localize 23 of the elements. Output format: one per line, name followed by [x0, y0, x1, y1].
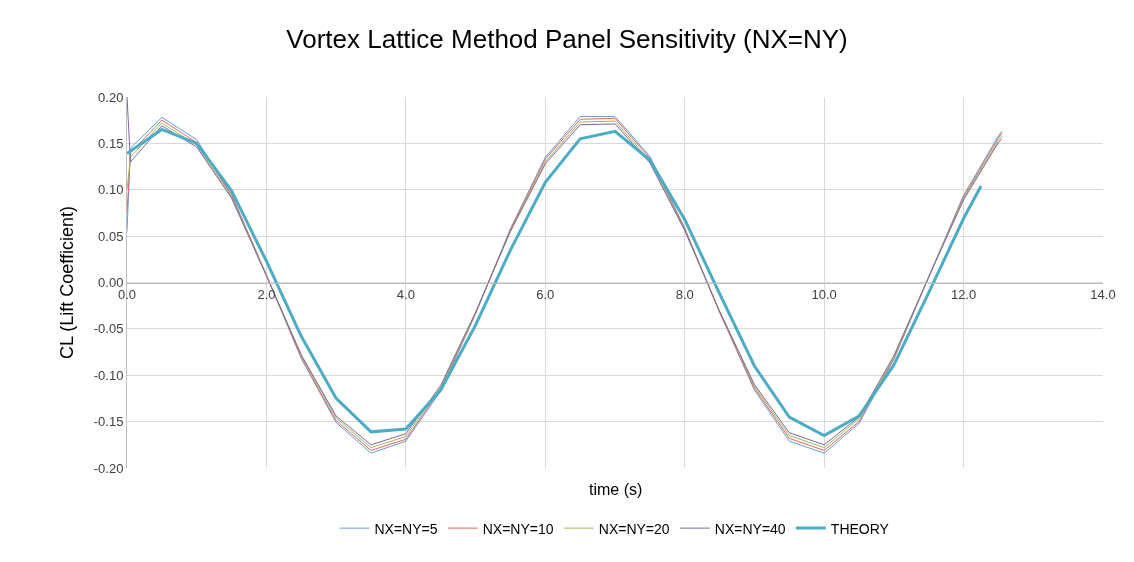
legend-label: NX=NY=20	[598, 520, 670, 537]
x-tick-label: 6.0	[536, 287, 555, 303]
y-axis-title: CL (Lift Coefficient)	[56, 205, 77, 360]
x-tick-label: 8.0	[675, 287, 694, 303]
y-tick-label: 0.20	[98, 89, 124, 105]
y-tick-label: -0.20	[93, 460, 124, 476]
x-tick-label: 14.0	[1090, 287, 1116, 303]
x-axis-title: time (s)	[589, 481, 643, 498]
legend-label: NX=NY=10	[482, 520, 554, 537]
y-tick-label: -0.15	[93, 414, 124, 430]
legend-label: NX=NY=40	[714, 520, 786, 537]
x-tick-label: 4.0	[396, 287, 415, 303]
chart-title: Vortex Lattice Method Panel Sensitivity (NX=NY)	[286, 24, 848, 55]
y-tick-label: 0.05	[98, 228, 124, 244]
y-tick-label: 0.10	[98, 182, 124, 198]
x-tick-label: 2.0	[257, 287, 276, 303]
legend-label: NX=NY=5	[374, 520, 438, 537]
x-tick-label: 12.0	[950, 287, 977, 303]
x-tick-label: 10.0	[811, 287, 837, 303]
y-tick-label: -0.10	[93, 367, 124, 383]
y-tick-label: -0.05	[93, 321, 124, 337]
legend-label: THEORY	[830, 520, 890, 537]
y-tick-label: 0.15	[98, 135, 124, 151]
